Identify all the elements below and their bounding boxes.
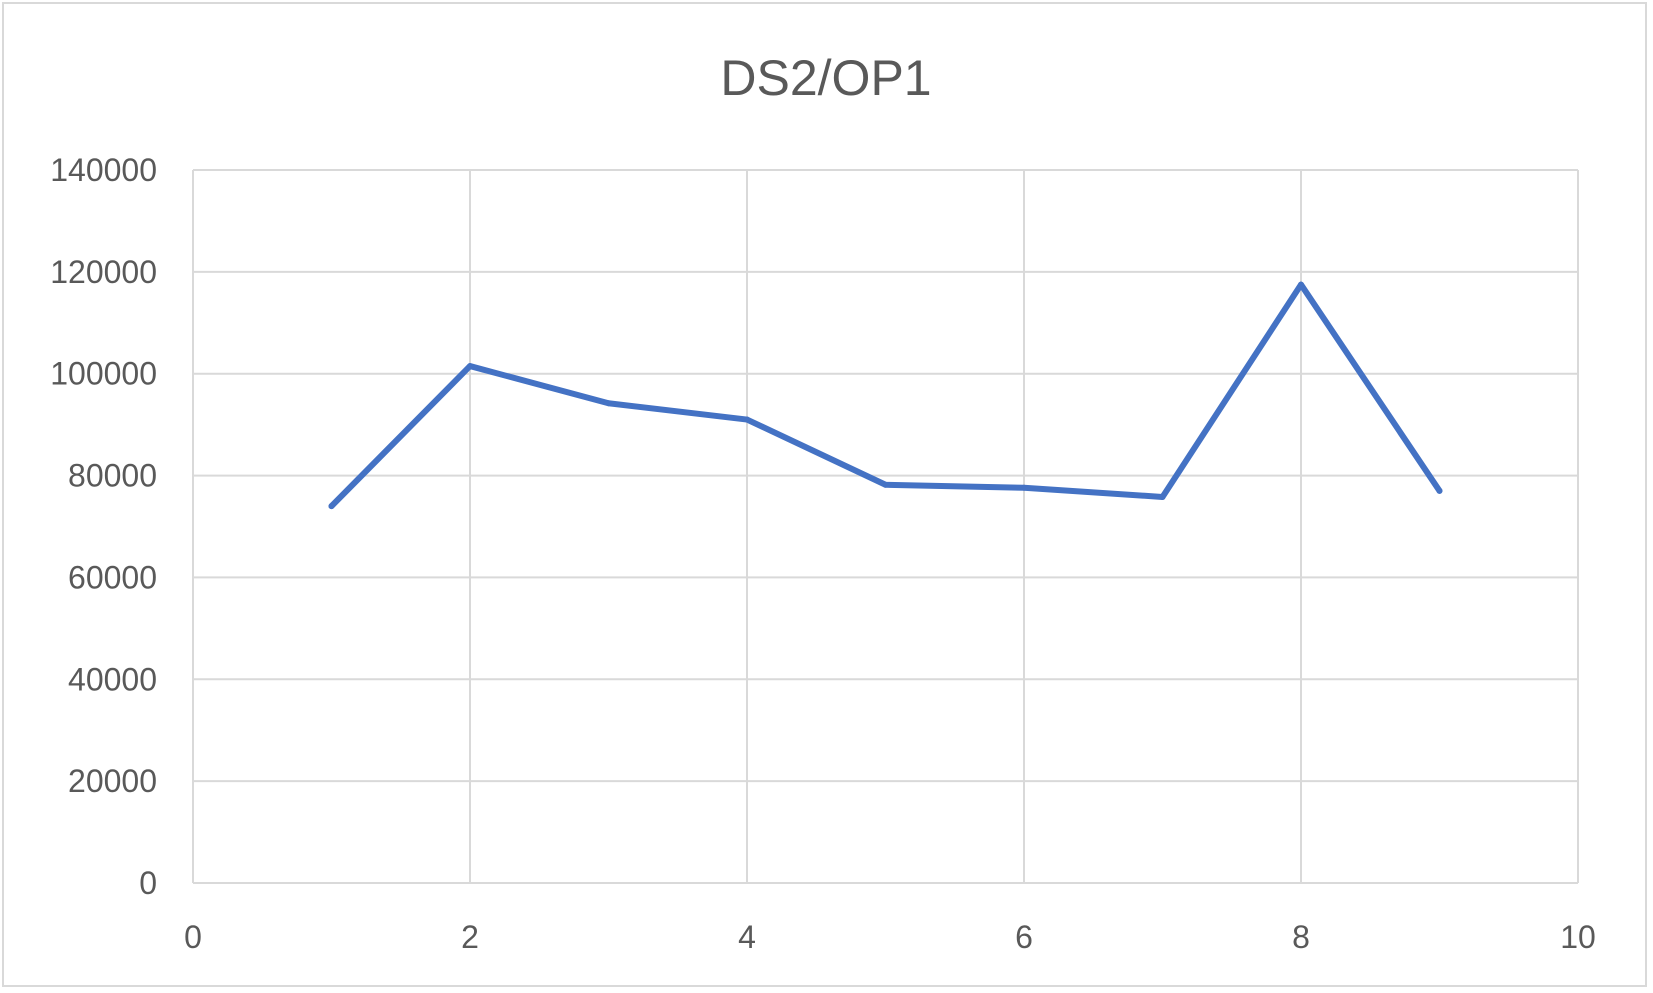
y-tick-label: 0 (139, 865, 157, 901)
data-point (882, 481, 889, 488)
chart-title: DS2/OP1 (720, 50, 931, 106)
data-point (1298, 281, 1304, 288)
series-line (328, 281, 1443, 510)
y-tick-label: 140000 (50, 152, 157, 188)
data-point (1021, 484, 1027, 491)
x-tick-label: 8 (1292, 919, 1310, 955)
data-point (605, 400, 612, 407)
x-tick-label: 0 (184, 919, 202, 955)
series-layer (328, 281, 1443, 510)
y-tick-label: 40000 (68, 661, 157, 697)
y-axis-tick-labels: 0 20000 40000 60000 80000 100000 120000 140000 (50, 152, 157, 901)
x-tick-label: 6 (1015, 919, 1033, 955)
y-tick-label: 120000 (50, 254, 157, 290)
data-point (1159, 493, 1166, 500)
y-tick-label: 100000 (50, 356, 157, 392)
x-tick-label: 4 (738, 919, 756, 955)
y-tick-label: 60000 (68, 559, 157, 595)
x-tick-label: 2 (461, 919, 479, 955)
y-tick-label: 80000 (68, 458, 157, 494)
data-point (467, 363, 473, 370)
x-tick-label: 10 (1560, 919, 1596, 955)
y-tick-label: 20000 (68, 763, 157, 799)
x-axis-tick-labels: 0 2 4 6 8 10 (184, 919, 1596, 955)
gridlines (192, 169, 1579, 884)
data-point (1436, 487, 1443, 494)
data-point (744, 416, 750, 423)
data-point (328, 503, 335, 510)
